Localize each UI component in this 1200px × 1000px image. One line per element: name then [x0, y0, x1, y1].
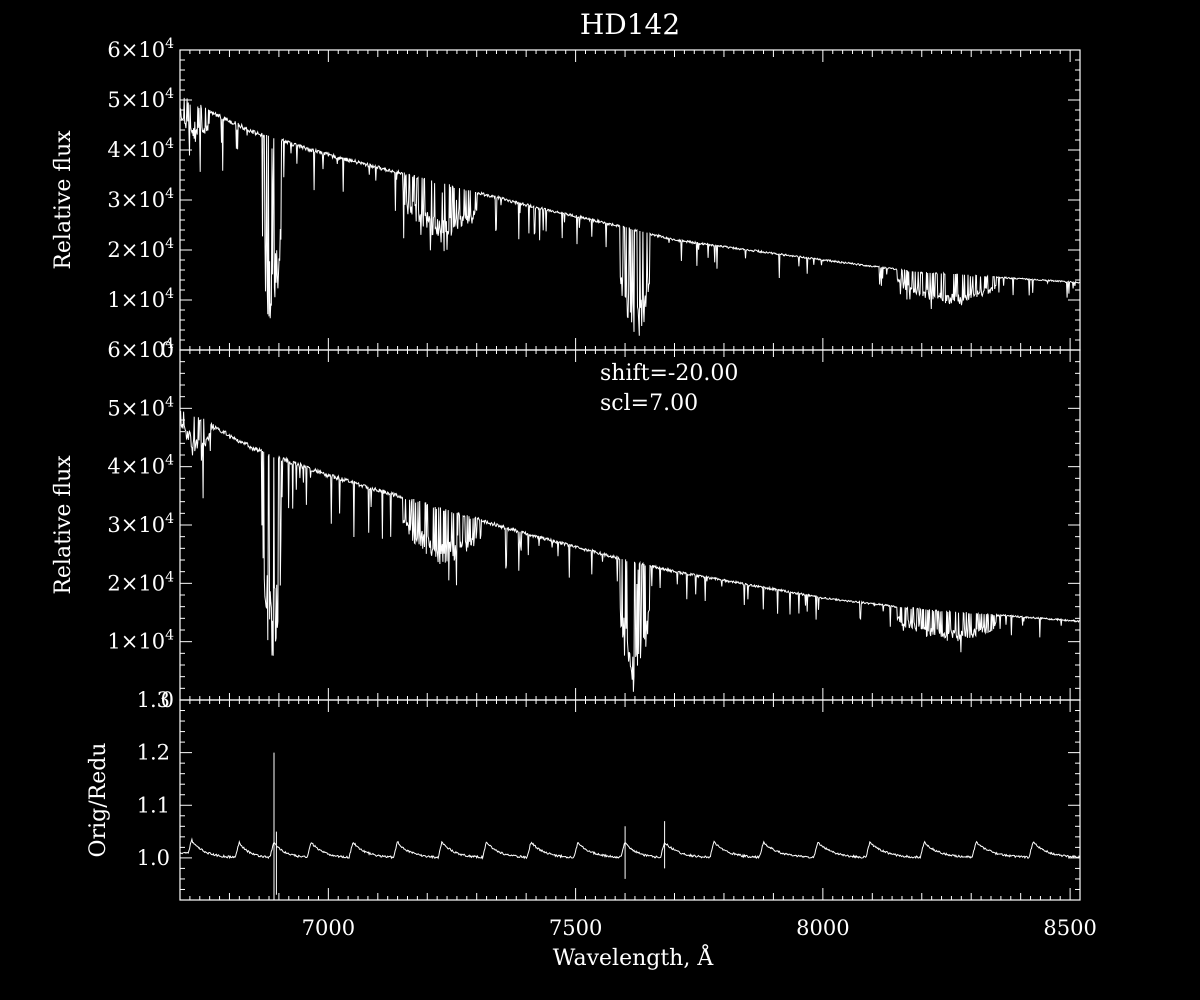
y-tick-label: 1.2: [137, 741, 170, 765]
y-tick-label: 3×104: [107, 511, 174, 537]
y-tick-label: 1.1: [137, 793, 170, 817]
x-tick-label: 7000: [302, 916, 355, 940]
figure-title: HD142: [580, 8, 680, 41]
y-tick-label: 0: [161, 338, 174, 362]
y-tick-label: 0: [161, 688, 174, 712]
scale-annotation: scl=7.00: [600, 391, 698, 416]
y-tick-label: 1.0: [137, 846, 170, 870]
x-axis-label: Wavelength, Å: [553, 943, 715, 971]
y-tick-label: 2×104: [107, 236, 174, 262]
y-tick-label: 5×104: [107, 86, 174, 112]
panel-bottom-ticks: 1.0 1.1 1.2 1.3 7000 7500 8000 8500: [137, 688, 1097, 940]
y-tick-label: 4×104: [107, 136, 174, 162]
x-tick-label: 8500: [1043, 916, 1096, 940]
y-tick-label: 6×104: [107, 36, 174, 62]
shift-annotation: shift=-20.00: [600, 361, 738, 386]
y-tick-label: 4×104: [107, 453, 174, 479]
panel-middle-ticks: 0 1×104 2×104 3×104 4×104 5×104 6×104: [107, 336, 1081, 712]
panel-middle: Relative flux shift=-20.00 scl=7.00 0 1×1…: [51, 336, 1081, 712]
y-tick-label: 6×104: [107, 336, 174, 362]
panel-middle-ylabel: Relative flux: [51, 455, 76, 595]
y-tick-label: 1×104: [107, 628, 174, 654]
panel-bottom-ratio-line: [179, 752, 1081, 900]
y-tick-label: 1.3: [137, 688, 170, 712]
panel-top: Relative flux 0 1×104 2×104 3×104 4×104 5×104…: [51, 36, 1081, 362]
panel-top-ticks: 0 1×104 2×104 3×104 4×104 5×104 6×104: [107, 36, 1081, 362]
y-tick-label: 2×104: [107, 569, 174, 595]
panel-top-ylabel: Relative flux: [51, 130, 76, 270]
x-tick-label: 7500: [549, 916, 602, 940]
y-tick-label: 3×104: [107, 186, 174, 212]
y-tick-label: 1×104: [107, 286, 174, 312]
panel-bottom-frame: [179, 699, 1081, 901]
panel-middle-spectrum-line: [179, 410, 1080, 692]
x-tick-label: 8000: [796, 916, 849, 940]
panel-top-spectrum-line: [179, 97, 1080, 336]
panel-bottom-ylabel: Orig/Redu: [86, 743, 111, 858]
y-tick-label: 5×104: [107, 394, 174, 420]
panel-bottom: Orig/Redu 1.0 1.1 1.2 1.3 7000 7500 8000 8500 W…: [86, 688, 1097, 971]
